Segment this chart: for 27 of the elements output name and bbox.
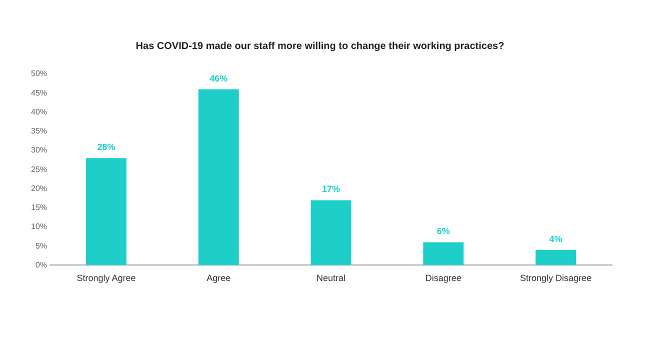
- y-tick-label: 0%: [35, 260, 48, 270]
- x-tick-label: Strongly Agree: [76, 273, 136, 284]
- x-tick-label: Agree: [206, 273, 231, 284]
- x-tick-label: Strongly Disagree: [520, 273, 592, 284]
- y-tick-label: 15%: [30, 203, 48, 212]
- bar: [310, 200, 352, 266]
- y-tick-label: 5%: [35, 241, 48, 250]
- data-label: 6%: [436, 226, 450, 236]
- y-tick-label: 45%: [30, 88, 48, 98]
- y-tick-label: 40%: [30, 107, 48, 116]
- y-tick-label: 50%: [30, 69, 48, 78]
- chart-title: Has COVID-19 made our staff more willing to change their working practices?: [136, 40, 504, 52]
- x-tick-label: Disagree: [425, 273, 462, 284]
- data-label: 17%: [322, 184, 340, 194]
- bar: [198, 89, 239, 266]
- y-tick-label: 35%: [30, 126, 48, 136]
- data-label: 28%: [97, 142, 116, 152]
- y-tick-label: 10%: [30, 222, 48, 232]
- y-tick-label: 25%: [30, 164, 48, 174]
- bar: [423, 242, 464, 266]
- y-tick-label: 20%: [30, 184, 48, 193]
- y-tick-label: 30%: [30, 146, 48, 155]
- data-label: 4%: [549, 234, 562, 244]
- x-tick-label: Neutral: [316, 273, 346, 284]
- data-label: 46%: [210, 73, 228, 84]
- bar: [86, 158, 126, 266]
- bar: [536, 250, 576, 266]
